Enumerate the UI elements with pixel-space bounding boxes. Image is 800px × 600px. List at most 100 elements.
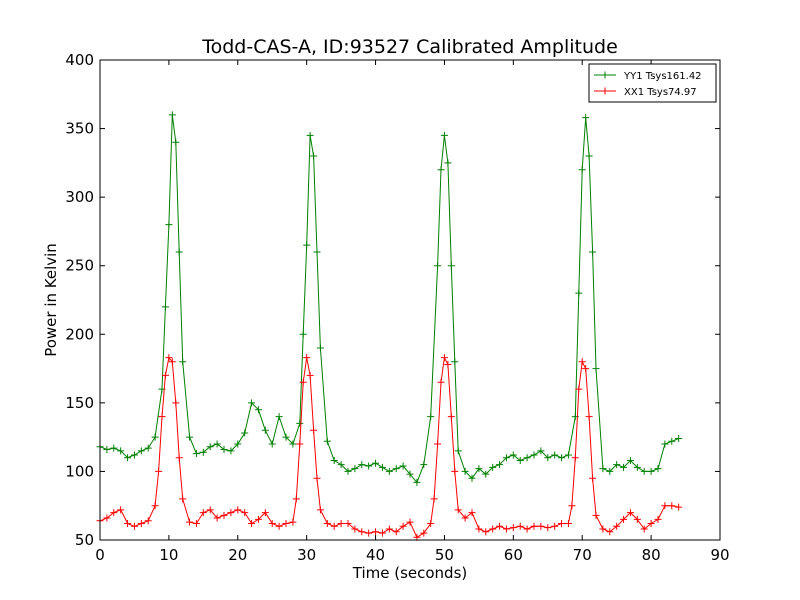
data-point [282,520,290,528]
x-tick-label: 0 [95,546,105,564]
data-point [496,522,504,530]
data-point [130,522,138,530]
data-point [606,467,614,475]
data-point [454,506,462,514]
data-point [351,525,359,533]
data-point [192,450,200,458]
data-point [323,520,331,528]
legend: YY1 Tsys161.42 XX1 Tsys74.97 [588,63,717,103]
data-point [344,467,352,475]
data-point [179,358,187,366]
x-tick-label: 10 [159,546,178,564]
data-point [537,522,545,530]
data-point [447,262,455,270]
legend-label: XX1 Tsys74.97 [624,87,697,98]
data-point [227,509,235,517]
data-point [551,451,559,459]
data-point [502,454,510,462]
y-tick-label: 200 [65,325,94,343]
data-point [544,524,552,532]
data-point [261,509,269,517]
data-point [179,495,187,503]
data-point [241,509,249,517]
y-tick-label: 50 [75,531,94,549]
data-point [310,426,318,434]
data-point [378,529,386,537]
data-point [530,522,538,530]
data-point [261,426,269,434]
data-point [399,522,407,530]
data-point [155,467,163,475]
data-point [502,525,510,533]
data-point [161,303,169,311]
data-point [585,413,593,421]
data-point [558,454,566,462]
data-point [303,354,311,362]
data-point [365,462,373,470]
data-point [558,520,566,528]
data-point [496,461,504,469]
data-point [117,506,125,514]
data-point [613,461,621,469]
data-point [220,511,228,519]
data-point [358,528,366,536]
data-point [103,445,111,453]
data-point [592,365,600,373]
data-point [447,413,455,421]
data-point [268,520,276,528]
data-point [130,451,138,459]
data-point [392,465,400,473]
x-tick-label: 60 [504,546,523,564]
data-point [516,456,524,464]
data-point [640,467,648,475]
legend-box [588,63,717,103]
data-point [241,429,249,437]
data-point [434,262,442,270]
data-point [392,528,400,536]
data-point [427,413,435,421]
legend-marker [601,71,609,79]
data-point [468,509,476,517]
data-point [516,522,524,530]
data-point [620,515,628,523]
data-point [234,506,242,514]
data-point [151,502,159,510]
y-tick-label: 400 [65,51,94,69]
data-point [461,514,469,522]
data-point [351,465,359,473]
data-point [578,166,586,174]
data-point [420,461,428,469]
data-point [372,459,380,467]
legend-marker [601,87,609,95]
data-point [668,437,676,445]
data-point [406,518,414,526]
data-point [468,474,476,482]
data-point [626,509,634,517]
data-point [313,474,321,482]
data-point [234,440,242,448]
data-point [151,433,159,441]
data-point [626,456,634,464]
data-point [330,522,338,530]
data-point [165,221,173,229]
ticks-layer: 0 10 20 30 40 50 60 70 80 90 50 100 150 200 250 300 350 4… [65,51,729,564]
data-point [213,514,221,522]
data-point [437,166,445,174]
x-tick-label: 90 [710,546,729,564]
data-point [444,159,452,167]
data-point [434,440,442,448]
y-tick-label: 150 [65,394,94,412]
data-point [337,461,345,469]
data-point [564,451,572,459]
data-point [406,470,414,478]
data-point [575,289,583,297]
x-axis-label: Time (seconds) [352,564,468,582]
data-point [137,447,145,455]
data-point [571,454,579,462]
data-point [372,528,380,536]
data-point [168,111,176,119]
x-tick-label: 40 [366,546,385,564]
data-point [582,114,590,122]
data-point [399,462,407,470]
